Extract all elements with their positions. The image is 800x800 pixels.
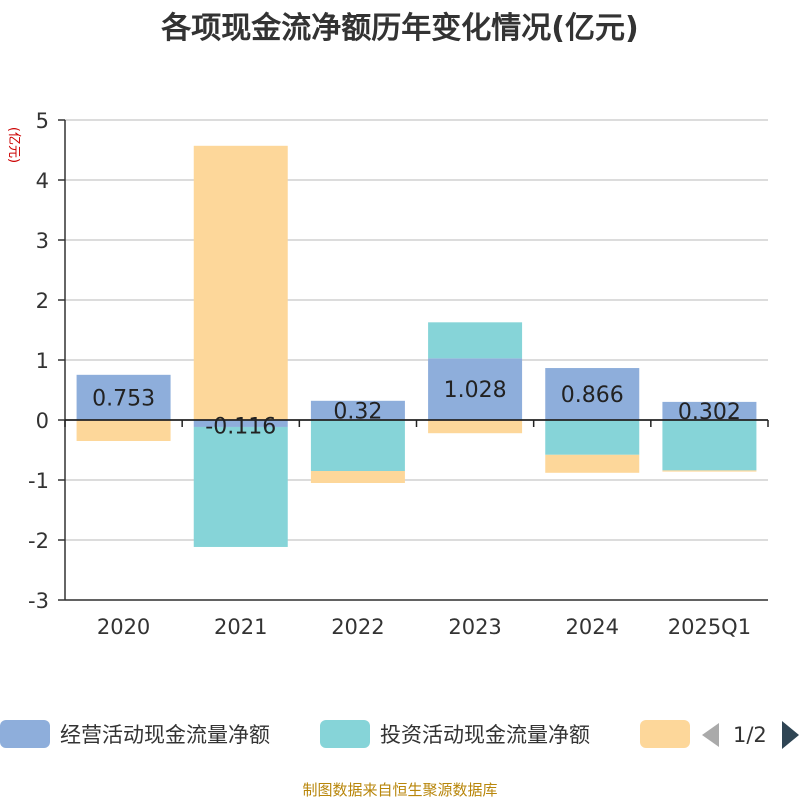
- y-tick-label: -2: [28, 529, 49, 553]
- grid-lines: [65, 119, 768, 601]
- source-note: 制图数据来自恒生聚源数据库: [302, 781, 497, 799]
- bar-series2-2025Q1: [662, 470, 757, 472]
- legend-swatch[interactable]: [640, 720, 690, 748]
- legend-prev-page-icon[interactable]: [702, 723, 719, 747]
- data-label: 0.753: [92, 386, 155, 411]
- y-tick-label: -3: [28, 589, 49, 613]
- legend-label[interactable]: 经营活动现金流量净额: [60, 723, 270, 747]
- x-tick-label: 2022: [331, 615, 384, 639]
- bar-series0-2025Q1: [662, 401, 757, 420]
- data-labels: 0.753 -0.116 0.32 1.028 0.866 0.302: [92, 378, 741, 439]
- y-tick-label: -1: [28, 469, 49, 493]
- legend-next-page-icon[interactable]: [782, 721, 799, 749]
- data-label: 0.866: [561, 383, 624, 408]
- legend-page-indicator: 1/2: [733, 723, 767, 747]
- bars: [76, 145, 757, 547]
- bar-series0-2022: [310, 400, 405, 420]
- x-tick-label: 2025Q1: [668, 615, 751, 639]
- bar-series0-2020: [76, 374, 171, 420]
- data-label: 1.028: [444, 378, 507, 403]
- data-label: 0.302: [678, 400, 741, 425]
- y-tick-label: 0: [36, 409, 49, 433]
- legend-swatch[interactable]: [0, 720, 50, 748]
- bar-series1-2021: [193, 426, 288, 547]
- legend: 经营活动现金流量净额 投资活动现金流量净额 1/2: [0, 720, 799, 749]
- y-tick-label: 2: [36, 289, 49, 313]
- y-tick-label: 1: [36, 349, 49, 373]
- legend-label[interactable]: 投资活动现金流量净额: [380, 723, 590, 747]
- y-tick-label: 4: [36, 169, 49, 193]
- chart-title: 各项现金流净额历年变化情况(亿元): [160, 11, 638, 46]
- bar-series1-2025Q1: [662, 420, 757, 471]
- bar-series2-2023: [428, 420, 523, 434]
- bar-series2-2024: [545, 454, 640, 473]
- x-tick-label: 2020: [97, 615, 150, 639]
- y-axis-label: (亿元): [6, 127, 21, 163]
- bar-series2-2022: [310, 471, 405, 483]
- x-tick-label: 2023: [448, 615, 501, 639]
- x-tick-label: 2024: [566, 615, 619, 639]
- bar-series2-2020: [76, 420, 171, 441]
- legend-swatch[interactable]: [320, 720, 370, 748]
- bar-series0-2021: [193, 420, 288, 427]
- x-tick-label: 2021: [214, 615, 267, 639]
- bar-series2-2021: [193, 145, 288, 421]
- data-label: 0.32: [333, 399, 382, 424]
- bar-series1-2022: [310, 420, 405, 471]
- data-label: -0.116: [205, 414, 276, 439]
- axes: 5 4 3 2 1 0 -1 -2 -3 2020 2021 2022 2023 2024 2025Q1: [28, 109, 769, 639]
- bar-series0-2023: [428, 358, 523, 420]
- y-tick-label: 5: [36, 109, 49, 133]
- bar-series1-2023: [428, 322, 523, 359]
- y-tick-label: 3: [36, 229, 49, 253]
- bar-series1-2024: [545, 420, 640, 455]
- bar-series0-2024: [545, 368, 640, 420]
